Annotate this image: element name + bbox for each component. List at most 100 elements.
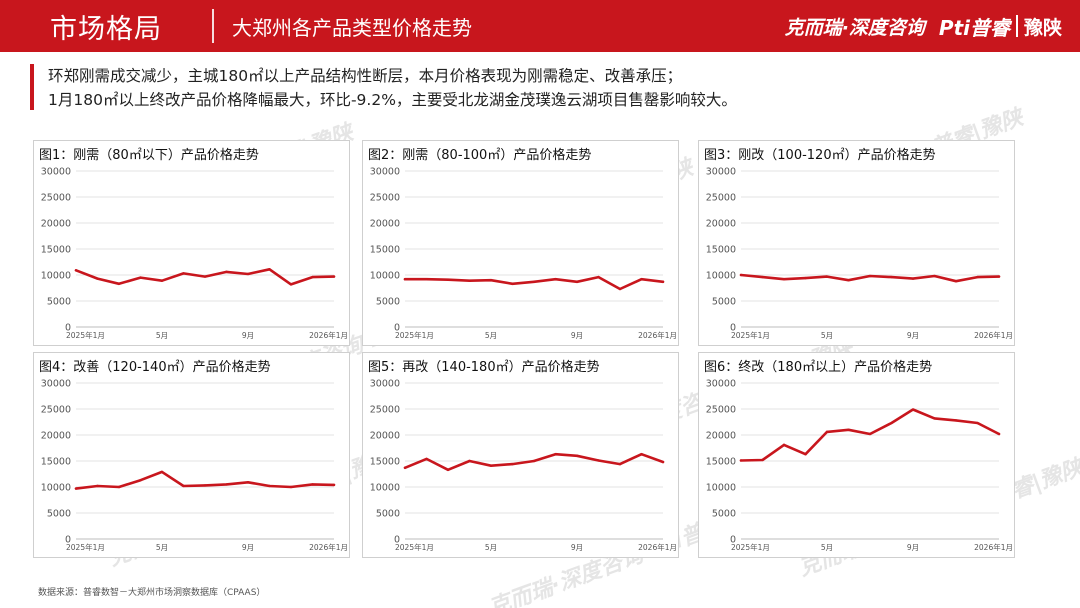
summary-accent-bar	[30, 64, 34, 110]
summary-line-2: 1月180㎡以上终改产品价格降幅最大，环比-9.2%，主要受北龙湖金茂璞逸云湖项…	[48, 91, 737, 109]
data-point	[403, 277, 407, 281]
header-bar: 市场格局 大郑州各产品类型价格走势 克而瑞·深度咨询 Pti普睿 豫陕	[0, 0, 1080, 52]
data-point	[532, 280, 536, 283]
y-tick-label: 25000	[706, 405, 736, 416]
data-point	[761, 275, 764, 279]
y-tick-label: 30000	[41, 379, 71, 390]
data-point	[597, 275, 600, 279]
chart-title: 图5：再改（140-180㎡）产品价格走势	[368, 360, 600, 375]
chart-panel-4: 图4：改善（120-140㎡）产品价格走势 0 5000 10000 15000 200…	[33, 352, 350, 558]
data-point	[468, 459, 471, 463]
brand-name-pti: Pti普睿	[938, 15, 1010, 40]
data-point	[739, 273, 743, 277]
y-tick-label: 5000	[376, 509, 400, 520]
x-tick-label: 2026年1月	[974, 542, 1013, 552]
data-point	[446, 468, 450, 472]
data-point	[117, 485, 121, 489]
data-point	[74, 269, 78, 272]
chart-title: 图4：改善（120-140㎡）产品价格走势	[39, 360, 271, 375]
data-point	[268, 484, 271, 488]
y-tick-label: 15000	[41, 457, 71, 468]
data-point	[203, 275, 207, 278]
data-point	[511, 282, 514, 286]
data-point	[640, 277, 643, 281]
y-tick-label: 0	[65, 535, 71, 546]
data-point	[425, 277, 428, 281]
data-point	[468, 279, 471, 282]
data-point	[332, 275, 336, 278]
y-tick-label: 0	[394, 323, 400, 334]
y-tick-label: 15000	[370, 245, 400, 256]
data-point	[847, 279, 850, 282]
data-point	[160, 279, 164, 282]
data-point	[911, 277, 915, 280]
chart-panel-6: 图6：终改（180㎡以上）产品价格走势 0 5000 10000 15000 20000…	[698, 352, 1015, 558]
y-tick-label: 15000	[370, 457, 400, 468]
data-point	[618, 462, 622, 466]
data-point	[203, 484, 207, 487]
data-point	[954, 419, 958, 422]
y-tick-label: 20000	[706, 431, 736, 442]
x-tick-label: 2025年1月	[395, 542, 434, 552]
data-point	[139, 479, 142, 482]
y-tick-label: 10000	[41, 271, 71, 282]
chart-panel-1: 图1：刚需（80㎡以下）产品价格走势 0 5000 10000 15000 20000 2…	[33, 140, 350, 346]
data-point	[425, 457, 428, 461]
y-tick-label: 10000	[370, 483, 400, 494]
y-tick-label: 5000	[712, 297, 736, 308]
y-tick-label: 20000	[41, 431, 71, 442]
summary-box: 环郑刚需成交减少，主城180㎡以上产品结构性断层，本月价格表现为刚需稳定、改善承…	[30, 62, 1030, 112]
y-tick-label: 0	[730, 323, 736, 334]
y-tick-label: 0	[65, 323, 71, 334]
x-tick-label: 5月	[485, 331, 497, 340]
y-tick-label: 25000	[41, 405, 71, 416]
x-tick-label: 9月	[242, 543, 254, 552]
chart-panel-5: 图5：再改（140-180㎡）产品价格走势 0 5000 10000 15000 200…	[362, 352, 679, 558]
y-tick-label: 5000	[47, 509, 71, 520]
y-tick-label: 30000	[706, 379, 736, 390]
y-tick-label: 20000	[706, 219, 736, 230]
y-tick-label: 25000	[706, 193, 736, 204]
data-point	[597, 459, 600, 462]
data-point	[554, 453, 557, 456]
x-tick-label: 2026年1月	[309, 330, 348, 340]
data-point	[446, 278, 450, 281]
data-point	[847, 428, 850, 431]
data-point	[739, 459, 743, 462]
header-divider	[212, 9, 214, 43]
brand-logo: 克而瑞·深度咨询 Pti普睿 豫陕	[785, 0, 1062, 52]
chart-title: 图6：终改（180㎡以上）产品价格走势	[704, 360, 933, 375]
x-tick-label: 2026年1月	[638, 542, 677, 552]
series-line	[403, 275, 665, 291]
chart-svg: 0 5000 10000 15000 20000 25000 30000 2025年1月 5月 9…	[41, 379, 348, 553]
data-point	[311, 483, 314, 486]
data-point	[997, 432, 1001, 436]
data-point	[225, 483, 228, 486]
chart-title: 图3：刚改（100-120㎡）产品价格走势	[704, 148, 936, 163]
data-point	[825, 275, 829, 278]
y-tick-label: 0	[394, 535, 400, 546]
y-tick-label: 5000	[376, 297, 400, 308]
data-point	[976, 275, 979, 279]
y-tick-label: 15000	[41, 245, 71, 256]
data-point	[661, 280, 665, 283]
data-point	[997, 275, 1001, 278]
chart-svg: 0 5000 10000 15000 20000 25000 30000 2025年1月 5月 9…	[370, 167, 677, 341]
x-tick-label: 9月	[907, 543, 919, 552]
data-point	[246, 481, 250, 484]
chart-title: 图2：刚需（80-100㎡）产品价格走势	[368, 148, 592, 163]
data-point	[618, 287, 622, 291]
y-tick-label: 0	[730, 535, 736, 546]
x-tick-label: 5月	[821, 331, 833, 340]
data-point	[976, 421, 979, 425]
x-tick-label: 5月	[821, 543, 833, 552]
chart-panel-2: 图2：刚需（80-100㎡）产品价格走势 0 5000 10000 15000 2000…	[362, 140, 679, 346]
data-point	[160, 470, 164, 474]
y-tick-label: 5000	[712, 509, 736, 520]
x-tick-label: 2025年1月	[731, 330, 770, 340]
y-tick-label: 20000	[370, 431, 400, 442]
x-tick-label: 5月	[485, 543, 497, 552]
chart-svg: 0 5000 10000 15000 20000 25000 30000 2025年1月 5月 9…	[41, 167, 348, 341]
data-point	[782, 277, 786, 281]
data-point	[954, 280, 958, 283]
